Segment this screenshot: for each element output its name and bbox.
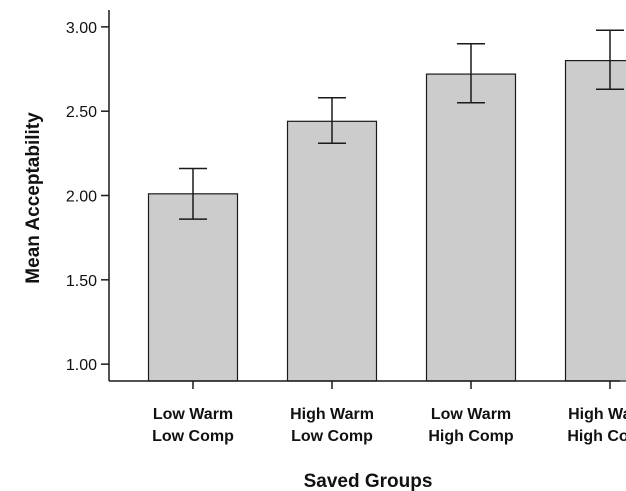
y-tick-label: 1.50: [66, 273, 97, 290]
error-bar: [318, 96, 346, 144]
x-category-label: High Warm: [568, 406, 626, 423]
x-category-label: Low Warm: [153, 406, 233, 423]
y-axis-title: Mean Acceptability: [23, 112, 44, 284]
y-tick-label: 3.00: [66, 20, 97, 37]
bar: [286, 120, 378, 382]
x-category-labels-layer: Low Warm Low Comp High Warm Low Comp Low War…: [152, 381, 626, 445]
bar: [564, 59, 626, 382]
bar: [425, 73, 517, 382]
x-axis-title: Saved Groups: [304, 471, 433, 491]
error-bar: [179, 167, 207, 220]
x-category-label: Low Comp: [152, 428, 234, 445]
y-ticks-layer: 1.00 1.50 2.00 2.50 3.00: [66, 20, 109, 374]
x-category-label: High Comp: [567, 428, 626, 445]
error-bars-layer: [179, 29, 624, 220]
x-category-label: Low Warm: [431, 406, 511, 423]
bar: [147, 193, 239, 382]
y-tick-label: 2.50: [66, 104, 97, 121]
error-bar: [457, 42, 485, 104]
x-category-label: High Warm: [290, 406, 374, 423]
y-tick-label: 1.00: [66, 357, 97, 374]
error-bar: [596, 29, 624, 91]
x-category-label: High Comp: [428, 428, 514, 445]
bars-layer: [147, 59, 626, 382]
y-tick-label: 2.00: [66, 189, 97, 206]
x-category-label: Low Comp: [291, 428, 373, 445]
